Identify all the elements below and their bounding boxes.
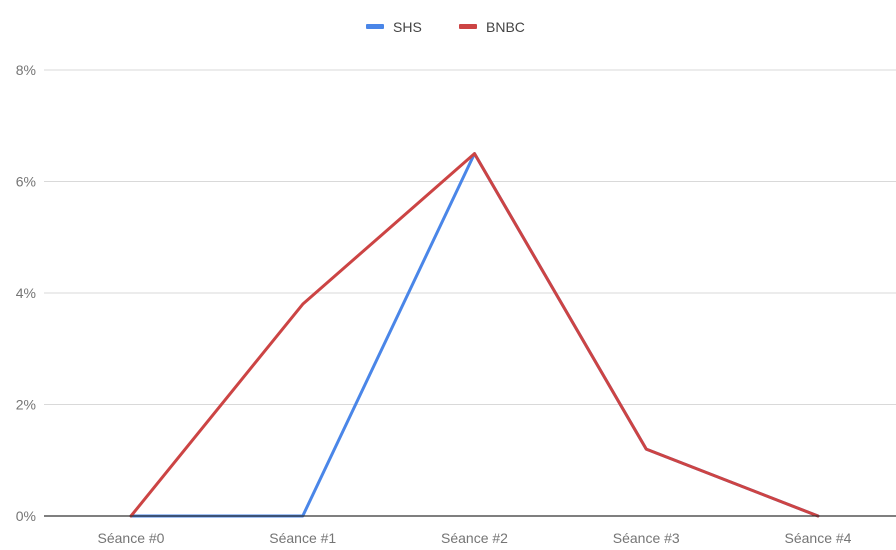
series-line-bnbc xyxy=(129,152,820,518)
y-tick-label: 0% xyxy=(16,508,36,524)
legend: SHS BNBC xyxy=(366,19,525,35)
legend-label-bnbc: BNBC xyxy=(486,19,525,35)
y-tick-label: 8% xyxy=(16,62,36,78)
series-line-shs xyxy=(129,152,820,518)
axes: 0% 2% 4% 6% 8% Séance #0 Séance #1 Séance #2 Séa… xyxy=(16,62,896,546)
legend-swatch-shs xyxy=(366,24,384,29)
gridlines xyxy=(44,69,896,405)
legend-label-shs: SHS xyxy=(393,19,422,35)
x-tick-label: Séance #2 xyxy=(441,530,508,545)
y-tick-label: 6% xyxy=(16,174,36,190)
y-tick-label: 2% xyxy=(16,397,36,413)
x-tick-label: Séance #4 xyxy=(785,530,852,545)
y-tick-label: 4% xyxy=(16,285,36,301)
legend-swatch-bnbc xyxy=(459,24,477,29)
x-tick-label: Séance #0 xyxy=(98,530,165,545)
series-lines xyxy=(129,152,820,518)
x-tick-label: Séance #3 xyxy=(613,530,680,545)
x-tick-label: Séance #1 xyxy=(269,530,336,545)
